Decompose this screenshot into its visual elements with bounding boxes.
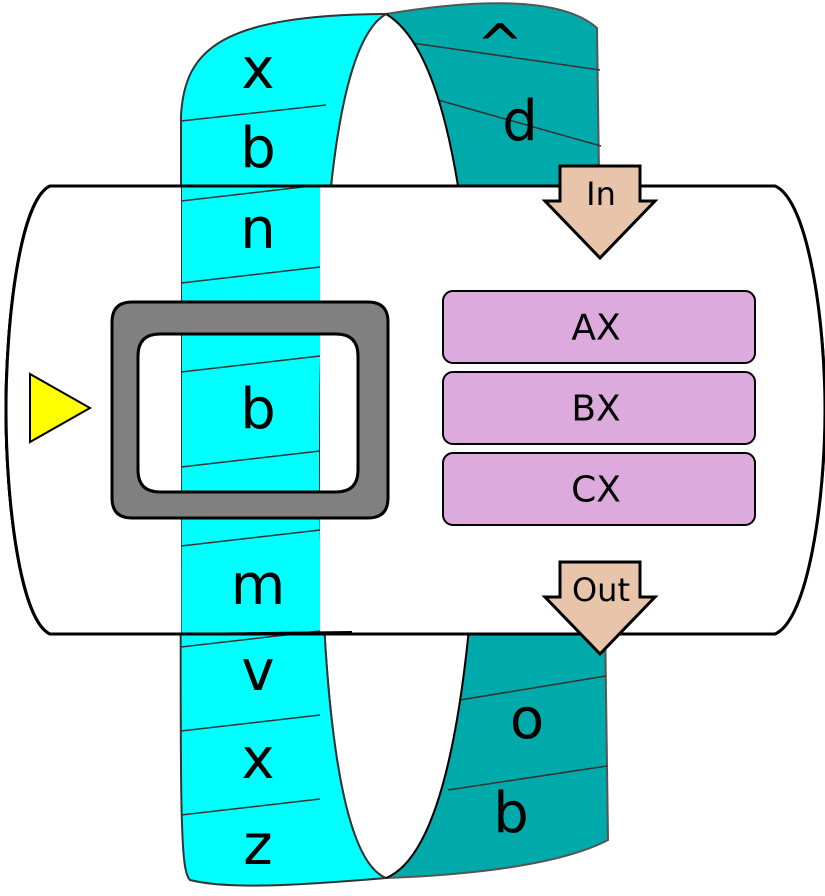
tape-front-band <box>179 12 390 887</box>
tape-front-cell-3: b <box>240 377 276 442</box>
input-arrow-label: In <box>586 175 616 213</box>
tape-front-cell-2: n <box>240 197 276 262</box>
output-arrow: Out <box>541 560 659 657</box>
tape-front-cell-6: x <box>241 727 274 792</box>
read-write-head <box>110 300 390 520</box>
machine-body-left-panel <box>6 186 181 634</box>
output-arrow-label: Out <box>572 571 630 609</box>
register-ax-label: AX <box>571 308 620 349</box>
register-ax: AX <box>442 290 756 364</box>
tape-front-cell-4: m <box>231 553 286 618</box>
head-pointer-icon <box>29 372 93 444</box>
tape-back-cell-2: o <box>510 687 544 752</box>
tape-back-cell-3: b <box>493 781 529 846</box>
tape-front-cell-0: x <box>241 37 274 102</box>
register-bx: BX <box>442 371 756 445</box>
input-arrow: In <box>541 164 659 261</box>
tape-front-cell-5: v <box>241 639 274 704</box>
register-cx-label: CX <box>571 470 621 511</box>
tape-front-cell-7: z <box>243 813 272 878</box>
tape-front-cell-1: b <box>240 116 276 181</box>
register-bx-label: BX <box>571 389 620 430</box>
register-cx: CX <box>442 452 756 526</box>
tape-back-cell-1: d <box>502 89 538 154</box>
tape-back-cell-0: ^ <box>477 13 524 78</box>
